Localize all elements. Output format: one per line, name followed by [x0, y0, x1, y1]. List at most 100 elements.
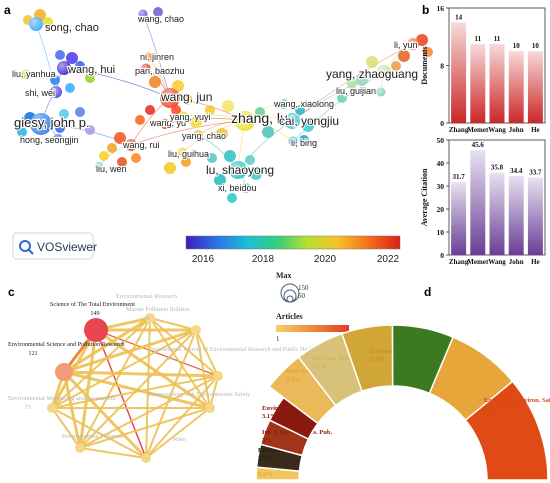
author-label: li, yun: [394, 40, 418, 50]
journal-edge: [79, 447, 147, 459]
journal-node: [191, 325, 201, 335]
network-edge: [142, 13, 171, 99]
citation-bar-chart: 31.7 Zhang 45.6 Memet 35.8 Wang 34.4 John 33.7 He…: [420, 136, 546, 266]
author-label: li, bing: [291, 138, 317, 148]
journal-edge: [149, 317, 211, 409]
author-label: liu, yanhua: [12, 69, 56, 79]
author-node-highlight: [160, 119, 170, 129]
journal-label: International Journal of Environmental R…: [150, 346, 317, 353]
author-label: song, chao: [45, 22, 99, 34]
journal-edge: [209, 375, 219, 409]
journal-legend: Max 150 50 Articles 1 149: [276, 271, 352, 343]
network-node: [172, 80, 184, 92]
network-node: [391, 61, 401, 71]
y-tick-label: 16: [437, 4, 445, 13]
journal-value-label: 44: [167, 355, 173, 362]
legend-size-value: 50: [298, 292, 306, 300]
legend-color-min: 1: [276, 335, 280, 343]
author-node-highlight: [30, 113, 52, 135]
bar: [451, 22, 467, 123]
y-axis-label: Documents: [420, 46, 429, 84]
network-edge: [291, 43, 414, 122]
bar-value-label: 10: [532, 42, 540, 50]
network-node: [17, 127, 27, 137]
bar-value-label: 14: [455, 13, 463, 21]
journal-edge: [62, 371, 82, 449]
network-node: [250, 168, 262, 180]
bar: [470, 43, 486, 123]
slice-label: Ecotoxicol. Environ. Saf.: [484, 397, 550, 404]
network-node: [43, 17, 53, 27]
author-node-highlight: [377, 65, 391, 79]
author-node-highlight: [53, 134, 63, 144]
author-node-highlight: [57, 61, 71, 75]
journal-network: Science of The Total Environment 149 Envir…: [8, 293, 317, 463]
author-node-highlight: [125, 139, 137, 151]
panel-label-a: a: [4, 3, 11, 17]
network-node: [216, 128, 228, 140]
category-label: Zhang: [449, 258, 469, 266]
bar: [470, 150, 486, 255]
network-node: [366, 56, 378, 68]
network-node: [302, 120, 314, 132]
slice-label: Environ. Sci. Pollut.: [262, 405, 318, 412]
category-label: John: [509, 126, 524, 134]
slice-percent: 5.1%: [312, 363, 327, 370]
slice-percent: 2.7%: [258, 455, 273, 462]
network-edge: [63, 67, 171, 99]
documents-bar-chart: 14 Zhang 11 Memet 11 Wang 10 John 10 He 0 8 16 Docume…: [420, 4, 546, 134]
journal-label: Water: [172, 436, 187, 443]
bar: [508, 175, 524, 255]
size-legend-circles-icon: [280, 283, 300, 303]
journal-label: Marine Pollution Bulletin: [126, 306, 190, 313]
journal-edge: [51, 407, 81, 449]
author-node-highlight: [193, 130, 203, 140]
bar-value-label: 33.7: [529, 168, 542, 176]
panel-label-c: c: [8, 285, 15, 299]
network-node: [205, 105, 215, 115]
journal-label: Science of The Total Environment: [50, 301, 135, 308]
network-node: [183, 95, 193, 105]
network-node: [347, 79, 357, 89]
y-tick-label: 10: [437, 228, 445, 237]
network-node: [337, 93, 347, 103]
network-node: [107, 143, 117, 153]
y-axis-label: Average Citation: [420, 168, 429, 226]
journal-node: [47, 403, 57, 413]
journal-value-label: 149: [90, 310, 99, 317]
journal-edge: [95, 328, 211, 410]
bar: [527, 177, 543, 255]
journal-edge: [79, 407, 211, 449]
colorbar-tick: 2016: [192, 254, 215, 265]
author-label: ni, jinren: [140, 52, 174, 62]
network-node: [153, 7, 163, 17]
slice-label: Environ. Res.: [312, 355, 350, 362]
journal-edge: [149, 317, 219, 377]
bar: [527, 51, 543, 123]
journal-edge: [145, 329, 197, 459]
vosviewer-brand: VOSviewer: [37, 240, 97, 254]
network-node: [55, 123, 65, 133]
bar-value-label: 45.6: [472, 141, 485, 149]
network-edge: [292, 71, 385, 142]
network-node: [423, 47, 433, 57]
legend-size-value: 150: [298, 284, 309, 292]
network-node: [50, 75, 60, 85]
author-label: xi, beidou: [218, 183, 257, 193]
author-label: liu, guijian: [336, 86, 376, 96]
author-node-highlight: [138, 9, 148, 19]
bar-value-label: 10: [513, 42, 521, 50]
network-node: [295, 105, 305, 115]
journal-value-label: 73: [25, 404, 31, 411]
author-label: liu, wen: [96, 164, 127, 174]
author-label: liu, guihua: [168, 149, 209, 159]
journal-edges: [50, 316, 219, 460]
author-label: wang, jun: [160, 90, 212, 104]
journal-edge: [149, 317, 197, 331]
author-node-highlight: [288, 136, 298, 146]
author-node-highlight: [279, 99, 289, 109]
network-node: [85, 73, 95, 83]
journal-label: Environmental Research: [116, 293, 178, 300]
network-edge: [130, 120, 246, 146]
